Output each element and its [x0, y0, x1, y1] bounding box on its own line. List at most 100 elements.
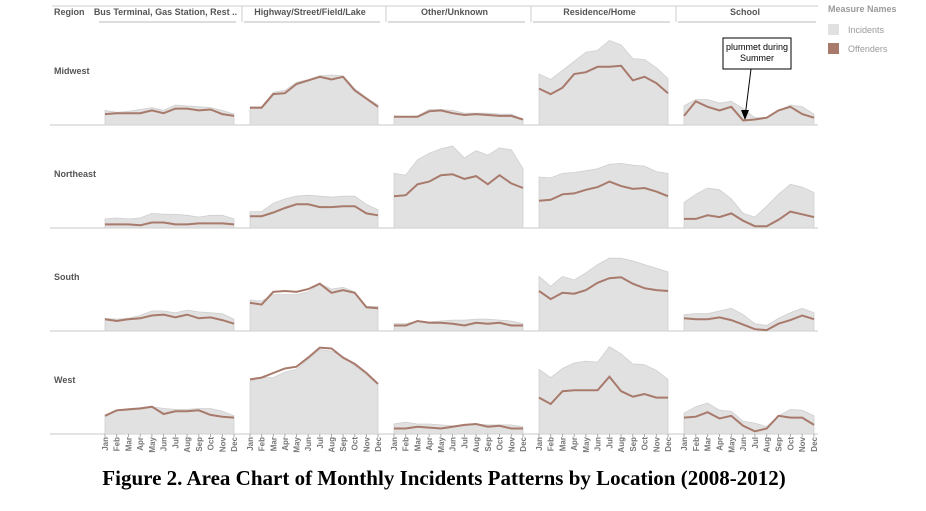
month-tick-label: Aug — [327, 437, 336, 453]
month-tick-label: Feb — [402, 437, 411, 451]
offenders-line — [394, 422, 523, 430]
panel-midwest-3 — [538, 39, 669, 126]
panel-northeast-0 — [104, 212, 235, 229]
legend-item-offenders[interactable]: Offenders — [828, 39, 897, 58]
column-header-4: School — [730, 7, 760, 17]
legend-label-offenders: Offenders — [848, 43, 888, 54]
month-tick-label: Dec — [374, 436, 383, 451]
month-tick-label: Jul — [751, 437, 760, 449]
month-tick-label: Feb — [258, 437, 267, 451]
month-tick-label: Jan — [246, 437, 255, 451]
month-tick-label: Jan — [535, 437, 544, 451]
offenders-line — [393, 173, 524, 198]
incidents-area — [683, 402, 815, 435]
column-header-1: Highway/Street/Field/Lake — [254, 7, 366, 17]
month-tick-label: Nov — [652, 436, 661, 452]
legend: Measure Names Incidents Offenders — [828, 4, 897, 58]
offenders-line — [249, 346, 379, 385]
legend-swatch-offenders — [828, 43, 839, 54]
legend-label-incidents: Incidents — [848, 24, 885, 35]
month-tick-label: Jun — [449, 437, 458, 451]
panel-northeast-4 — [683, 183, 815, 229]
month-tick-label: Aug — [472, 437, 481, 453]
offenders-line — [538, 375, 668, 406]
month-tick-label: May — [582, 436, 591, 452]
panel-midwest-0 — [104, 104, 235, 126]
row-label-northeast: Northeast — [54, 169, 96, 179]
month-tick-label: Nov — [798, 436, 807, 452]
month-tick-label: Sep — [629, 437, 638, 452]
month-tick-label: Jun — [739, 437, 748, 451]
month-tick-label: Jun — [594, 437, 603, 451]
month-tick-label: Mar — [269, 437, 278, 451]
month-tick-label: Oct — [641, 437, 650, 451]
incidents-area — [683, 307, 815, 332]
offenders-line — [104, 405, 235, 419]
panel-west-0 — [104, 405, 235, 435]
incidents-area — [249, 283, 379, 332]
panel-south-4 — [683, 307, 815, 332]
panel-south-2 — [393, 318, 524, 332]
incidents-area — [104, 406, 235, 435]
month-tick-label: Aug — [763, 437, 772, 453]
offenders-line — [394, 319, 523, 327]
incidents-area — [104, 309, 235, 332]
month-tick-label: Sep — [339, 437, 348, 452]
area-chart: Region Bus Terminal, Gas Station, Rest ..… — [50, 5, 819, 453]
annotation-text-line: plummet during — [726, 42, 788, 52]
legend-item-incidents[interactable]: Incidents — [828, 20, 897, 39]
panel-west-2 — [393, 421, 524, 435]
row-label-south: South — [54, 272, 80, 282]
offenders-line — [250, 75, 379, 109]
offenders-line — [538, 180, 669, 202]
month-tick-label: May — [437, 436, 446, 452]
month-tick-label: Dec — [519, 436, 528, 451]
month-tick-label: Jan — [680, 437, 689, 451]
month-tick-label: Mar — [704, 437, 713, 451]
offenders-line — [538, 64, 669, 96]
month-tick-label: Apr — [715, 437, 724, 451]
month-tick-label: Dec — [810, 436, 819, 451]
panel-northeast-1 — [249, 194, 379, 229]
incidents-area — [683, 99, 815, 126]
offenders-line — [104, 107, 235, 117]
offenders-line — [538, 276, 669, 301]
month-tick-label: Nov — [218, 436, 227, 452]
offenders-line — [249, 282, 379, 310]
panel-west-3 — [538, 346, 669, 435]
annotation-arrow — [744, 68, 752, 118]
month-tick-label: Apr — [136, 437, 145, 451]
column-header-3: Residence/Home — [563, 7, 636, 17]
panel-west-1 — [249, 346, 379, 435]
incidents-area — [538, 346, 669, 435]
incidents-area — [683, 183, 815, 229]
annotation-arrowhead — [741, 110, 749, 120]
annotation-text-line: Summer — [740, 53, 774, 63]
legend-swatch-incidents — [828, 24, 839, 35]
panel-midwest-2 — [393, 109, 524, 126]
month-tick-label: Aug — [183, 437, 192, 453]
month-tick-label: Jun — [160, 437, 169, 451]
month-tick-label: Nov — [362, 436, 371, 452]
month-tick-label: May — [727, 436, 736, 452]
panel-northeast-2 — [393, 145, 524, 229]
panel-west-4 — [683, 402, 815, 435]
panel-south-0 — [104, 309, 235, 332]
panel-midwest-4 — [683, 99, 815, 126]
incidents-area — [393, 145, 524, 229]
month-tick-label: Jan — [390, 437, 399, 451]
offenders-line — [250, 203, 379, 218]
offenders-line — [684, 210, 815, 228]
offenders-line — [394, 109, 524, 121]
incidents-area — [249, 348, 379, 435]
offenders-line — [683, 100, 815, 122]
panel-south-3 — [538, 257, 669, 332]
month-tick-label: Jul — [460, 437, 469, 449]
panel-northeast-3 — [538, 162, 669, 229]
column-header-0: Bus Terminal, Gas Station, Rest .. — [94, 7, 237, 17]
month-tick-label: Mar — [413, 437, 422, 451]
incidents-area — [538, 39, 669, 126]
month-tick-label: Dec — [664, 436, 673, 451]
annotation-box — [722, 37, 792, 70]
legend-title: Measure Names — [828, 4, 897, 14]
